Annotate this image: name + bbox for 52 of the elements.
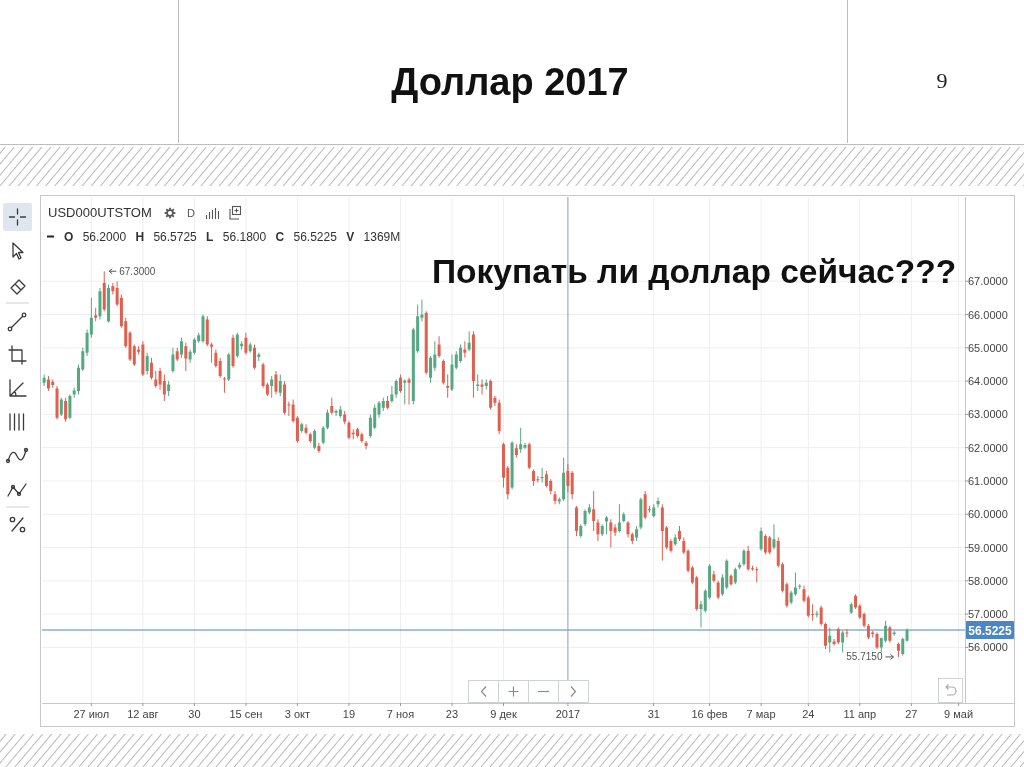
y-tick-label: 66.0000 (968, 308, 1008, 321)
x-tick-label: 12 авг (127, 708, 159, 720)
x-tick-label: 16 фев (691, 708, 728, 720)
x-tick-label: 24 (802, 708, 815, 720)
y-tick-label: 58.0000 (968, 574, 1008, 587)
x-tick-label: 19 (342, 708, 356, 720)
y-tick-label: 64.0000 (968, 375, 1008, 388)
candlestick (94, 307, 98, 322)
y-tick-label: 63.0000 (968, 408, 1008, 421)
annotation: 67.3000 (119, 265, 156, 277)
x-tick-label: 15 сен (229, 708, 263, 720)
y-tick-label: 61.0000 (968, 474, 1008, 487)
x-tick-label: 23 (445, 708, 459, 720)
y-tick-label: 65.0000 (968, 341, 1008, 354)
x-tick-label: 2017 (555, 708, 581, 720)
candlestick (407, 377, 411, 405)
x-tick-label: 3 окт (284, 708, 311, 720)
x-tick-label: 27 июл (73, 708, 110, 720)
candlestick (463, 341, 467, 358)
text: 9 (936, 68, 948, 93)
annotation: D (187, 207, 196, 219)
x-tick-label: 7 мар (746, 708, 776, 720)
x-tick-label: 27 (905, 708, 918, 720)
ref-line-label: 56.5225 (968, 623, 1013, 638)
chart-title: Доллар 2017 (391, 61, 629, 103)
candlestick (480, 379, 484, 395)
candlestick (626, 520, 630, 538)
candlestick (815, 610, 819, 618)
candlestick (403, 379, 407, 405)
x-tick-label: 30 (188, 708, 201, 720)
x-tick-label: 11 апр (843, 708, 877, 720)
candlestick (222, 377, 226, 393)
annotation: USD000UTSTOM (48, 205, 152, 220)
x-tick-label: 31 (647, 708, 660, 720)
candlestick (476, 374, 480, 392)
y-tick-label: 56.0000 (968, 641, 1008, 654)
candlestick (446, 374, 450, 398)
y-tick-label: 57.0000 (968, 608, 1008, 621)
y-tick-label: 59.0000 (968, 541, 1008, 554)
x-tick-label: 7 ноя (386, 708, 415, 720)
y-tick-label: 67.0000 (968, 275, 1008, 288)
x-tick-label: 9 дек (490, 708, 517, 720)
text: O 56.2000 H 56.5725 L 56.1800 C 56.5225 V 1369M (64, 230, 401, 244)
x-tick-label: 9 май (944, 708, 974, 720)
candlestick (334, 409, 338, 417)
annotation: 55.7150 (846, 651, 883, 663)
candlestick (210, 342, 214, 363)
candlestick (845, 629, 849, 638)
text: Покупать ли доллар сейчас??? (432, 253, 957, 290)
candlestick (892, 630, 896, 636)
y-tick-label: 60.0000 (968, 508, 1008, 521)
y-tick-label: 62.0000 (968, 441, 1008, 454)
